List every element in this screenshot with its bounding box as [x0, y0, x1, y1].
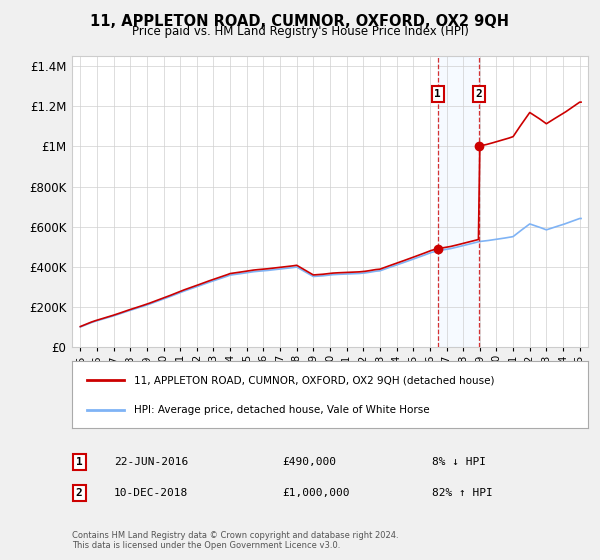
- Text: Contains HM Land Registry data © Crown copyright and database right 2024.: Contains HM Land Registry data © Crown c…: [72, 531, 398, 540]
- Text: This data is licensed under the Open Government Licence v3.0.: This data is licensed under the Open Gov…: [72, 542, 340, 550]
- Text: 2: 2: [475, 89, 482, 99]
- Text: 1: 1: [434, 89, 441, 99]
- Text: 11, APPLETON ROAD, CUMNOR, OXFORD, OX2 9QH (detached house): 11, APPLETON ROAD, CUMNOR, OXFORD, OX2 9…: [134, 375, 494, 385]
- Text: 82% ↑ HPI: 82% ↑ HPI: [432, 488, 493, 498]
- Text: 1: 1: [76, 457, 83, 467]
- Text: HPI: Average price, detached house, Vale of White Horse: HPI: Average price, detached house, Vale…: [134, 404, 430, 414]
- Text: 8% ↓ HPI: 8% ↓ HPI: [432, 457, 486, 467]
- Text: 2: 2: [76, 488, 83, 498]
- Text: Price paid vs. HM Land Registry's House Price Index (HPI): Price paid vs. HM Land Registry's House …: [131, 25, 469, 38]
- Text: 10-DEC-2018: 10-DEC-2018: [114, 488, 188, 498]
- Text: £1,000,000: £1,000,000: [282, 488, 349, 498]
- Bar: [437, 56, 479, 347]
- Text: 11, APPLETON ROAD, CUMNOR, OXFORD, OX2 9QH: 11, APPLETON ROAD, CUMNOR, OXFORD, OX2 9…: [91, 14, 509, 29]
- Text: 22-JUN-2016: 22-JUN-2016: [114, 457, 188, 467]
- Text: £490,000: £490,000: [282, 457, 336, 467]
